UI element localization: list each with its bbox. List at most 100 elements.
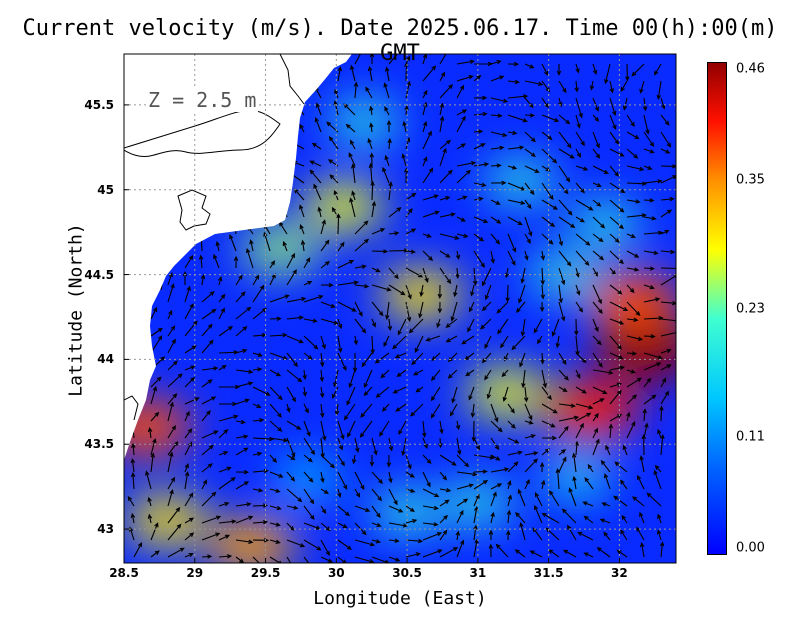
velocity-arrow [575, 412, 592, 422]
velocity-arrow [507, 165, 518, 170]
velocity-arrow [218, 451, 229, 456]
velocity-arrow [507, 233, 517, 253]
velocity-arrow [455, 250, 461, 261]
velocity-arrow [507, 437, 520, 444]
velocity-arrow [537, 335, 543, 345]
velocity-arrow [415, 386, 424, 393]
velocity-arrow [639, 80, 645, 94]
velocity-arrow [657, 428, 662, 439]
colorbar-label: 0.11 [736, 429, 765, 445]
velocity-arrow [574, 80, 579, 93]
velocity-arrow [563, 549, 577, 558]
velocity-arrow [252, 503, 268, 508]
velocity-arrow [382, 166, 390, 184]
speed-hotspot [303, 183, 383, 230]
velocity-arrow [405, 518, 418, 524]
velocity-arrow [235, 291, 246, 303]
velocity-arrow [524, 478, 530, 490]
velocity-arrow [643, 334, 656, 339]
velocity-arrow [609, 389, 622, 405]
velocity-arrow [422, 505, 439, 511]
velocity-arrow [320, 403, 325, 419]
velocity-arrow [439, 71, 446, 82]
velocity-arrow [269, 471, 284, 478]
velocity-arrow [184, 471, 190, 490]
velocity-arrow [396, 369, 407, 378]
velocity-arrow [643, 179, 663, 184]
velocity-arrow [405, 192, 417, 201]
velocity-arrow [456, 539, 465, 558]
velocity-arrow [524, 182, 535, 196]
velocity-arrow [370, 335, 375, 355]
velocity-arrow [626, 233, 636, 239]
velocity-arrow [184, 462, 189, 473]
velocity-arrow [592, 199, 602, 207]
velocity-arrow [235, 325, 248, 337]
velocity-arrow [252, 417, 265, 423]
velocity-arrow [541, 233, 554, 245]
velocity-arrow [490, 250, 495, 264]
velocity-arrow [506, 509, 512, 524]
velocity-arrow [660, 390, 670, 405]
velocity-arrow [643, 165, 653, 170]
velocity-arrow [303, 318, 318, 323]
velocity-arrow [343, 403, 356, 421]
velocity-arrow [367, 137, 373, 150]
velocity-arrow [626, 411, 631, 422]
velocity-arrow [269, 316, 282, 321]
velocity-arrow [422, 156, 428, 167]
velocity-arrow [388, 538, 400, 544]
velocity-arrow [422, 210, 440, 218]
velocity-arrow [507, 130, 518, 136]
velocity-arrow [369, 122, 374, 133]
velocity-arrow [490, 483, 503, 490]
velocity-arrow [329, 174, 339, 184]
velocity-arrow [343, 103, 356, 116]
velocity-arrow [422, 250, 434, 261]
velocity-arrow [439, 499, 450, 507]
velocity-arrow [286, 488, 303, 503]
velocity-arrow [150, 306, 158, 320]
velocity-arrow [302, 386, 308, 397]
velocity-arrow [201, 430, 219, 439]
velocity-arrow [574, 318, 579, 336]
velocity-arrow [558, 425, 569, 439]
velocity-arrow [620, 479, 628, 490]
velocity-arrow [422, 65, 437, 82]
velocity-arrow [381, 403, 390, 412]
velocity-arrow [345, 123, 356, 133]
velocity-arrow [218, 429, 229, 439]
speed-hotspot [543, 382, 640, 439]
velocity-arrow [337, 488, 342, 499]
velocity-arrow [201, 339, 214, 354]
velocity-arrow [184, 532, 195, 541]
velocity-arrow [660, 97, 666, 110]
velocity-arrow [402, 120, 407, 133]
velocity-arrow [439, 250, 451, 258]
velocity-arrow [405, 284, 412, 300]
velocity-arrow [252, 386, 271, 396]
velocity-arrow [524, 148, 537, 157]
x-tick-label: 30 [327, 566, 345, 580]
velocity-arrow [609, 301, 629, 312]
velocity-arrow [592, 412, 599, 422]
velocity-arrow [473, 162, 490, 167]
velocity-arrow [524, 434, 537, 439]
velocity-arrow [516, 301, 526, 313]
velocity-arrow [660, 131, 672, 148]
speed-hotspot [125, 496, 208, 545]
velocity-arrow [218, 307, 225, 320]
velocity-arrow [404, 104, 409, 116]
velocity-arrow [468, 386, 475, 401]
velocity-arrow [379, 420, 390, 437]
velocity-arrow [235, 556, 245, 563]
velocity-arrow [473, 250, 485, 268]
velocity-arrow [371, 556, 390, 563]
velocity-arrow [524, 131, 536, 143]
velocity-arrow [456, 498, 469, 507]
velocity-arrow [145, 470, 152, 490]
velocity-arrow [319, 386, 325, 399]
velocity-arrow [405, 249, 416, 254]
velocity-arrow [558, 403, 576, 408]
velocity-arrow [167, 488, 174, 507]
